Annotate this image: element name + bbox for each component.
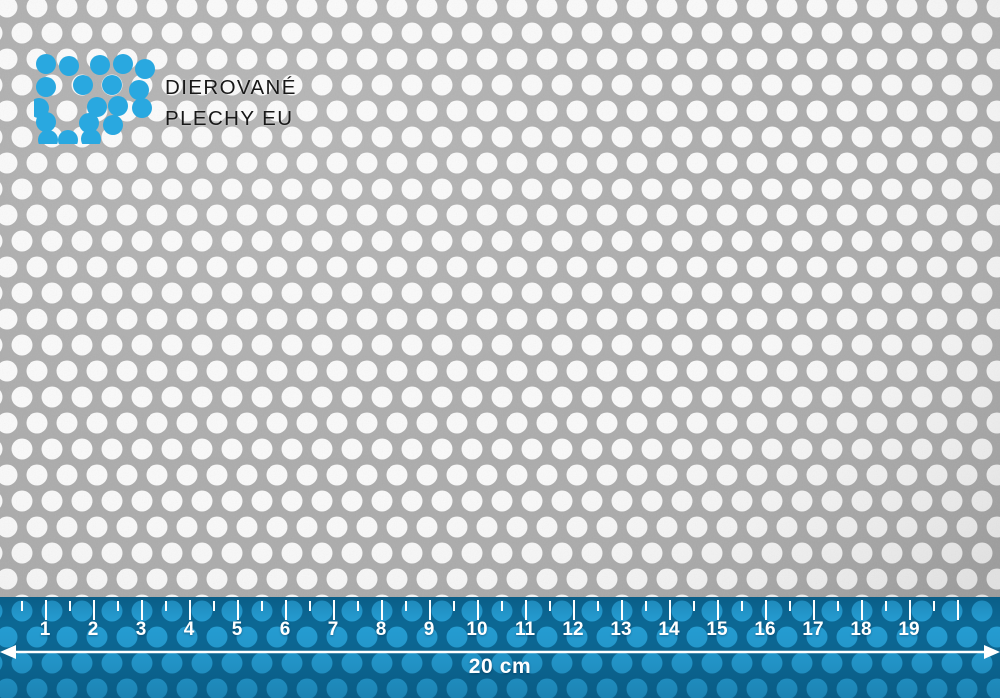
ruler-tick-minor bbox=[789, 601, 791, 611]
ruler-tick-major bbox=[525, 600, 527, 620]
ruler-cm-label: 5 bbox=[231, 619, 243, 640]
ruler-tick-major bbox=[813, 600, 815, 620]
ruler-tick-minor bbox=[213, 601, 215, 611]
ruler-tick-minor bbox=[549, 601, 551, 611]
total-length-label: 20 cm bbox=[468, 655, 532, 678]
ruler-tick-major bbox=[429, 600, 431, 620]
ruler-tick-minor bbox=[405, 601, 407, 611]
measure-arrow bbox=[0, 642, 1000, 662]
ruler-tick-major bbox=[621, 600, 623, 620]
ruler-tick-minor bbox=[117, 601, 119, 611]
ruler-tick-major bbox=[333, 600, 335, 620]
ruler-cm-label: 12 bbox=[562, 619, 584, 640]
ruler-cm-label: 3 bbox=[135, 619, 147, 640]
ruler-tick-major bbox=[669, 600, 671, 620]
ruler-cm-label: 17 bbox=[802, 619, 824, 640]
ruler-tick-minor bbox=[21, 601, 23, 611]
ruler-tick-minor bbox=[741, 601, 743, 611]
ruler-tick-major bbox=[477, 600, 479, 620]
ruler-tick-major bbox=[285, 600, 287, 620]
brand-logo: DIEROVANÉ PLECHY EU bbox=[34, 52, 334, 147]
dp-dot-logo-icon bbox=[34, 54, 155, 144]
ruler-tick-major bbox=[861, 600, 863, 620]
brand-name-line-2: PLECHY EU bbox=[165, 107, 294, 130]
ruler-tick-major bbox=[573, 600, 575, 620]
ruler-tick-minor bbox=[309, 601, 311, 611]
ruler-cm-label: 16 bbox=[754, 619, 776, 640]
ruler-tick-minor bbox=[693, 601, 695, 611]
ruler-tick-major bbox=[717, 600, 719, 620]
brand-name-line-1: DIEROVANÉ bbox=[165, 76, 297, 99]
ruler-cm-label: 7 bbox=[327, 619, 339, 640]
ruler-tick-major bbox=[237, 600, 239, 620]
ruler-perforation-pattern bbox=[0, 597, 1000, 698]
ruler-tick-minor bbox=[165, 601, 167, 611]
ruler-cm-label: 4 bbox=[183, 619, 195, 640]
ruler-tick-major bbox=[93, 600, 95, 620]
ruler-cm-label: 1 bbox=[39, 619, 51, 640]
ruler-tick-minor bbox=[261, 601, 263, 611]
ruler-cm-label: 10 bbox=[466, 619, 488, 640]
ruler-tick-minor bbox=[357, 601, 359, 611]
ruler-cm-label: 18 bbox=[850, 619, 872, 640]
ruler-cm-label: 9 bbox=[423, 619, 435, 640]
ruler-tick-minor bbox=[885, 601, 887, 611]
ruler-tick-minor bbox=[933, 601, 935, 611]
ruler-cm-label: 11 bbox=[514, 619, 536, 640]
ruler-cm-label: 19 bbox=[898, 619, 920, 640]
ruler-cm-label: 15 bbox=[706, 619, 728, 640]
double-arrow-icon bbox=[0, 645, 1000, 659]
ruler-tick-minor bbox=[597, 601, 599, 611]
ruler-tick-minor bbox=[453, 601, 455, 611]
brand-name: DIEROVANÉ PLECHY EU bbox=[165, 72, 345, 134]
ruler-tick-minor bbox=[69, 601, 71, 611]
ruler-tick-minor bbox=[645, 601, 647, 611]
ruler-cm-label: 8 bbox=[375, 619, 387, 640]
ruler-cm-label: 6 bbox=[279, 619, 291, 640]
ruler-tick-major bbox=[381, 600, 383, 620]
scale-ruler: 1 2 3 4 5 6 7 8 9 10 11 12 13 14 15 16 17 18 19 20 cm bbox=[0, 597, 1000, 698]
ruler-tick-minor bbox=[837, 601, 839, 611]
ruler-tick-major bbox=[909, 600, 911, 620]
ruler-tick-major bbox=[45, 600, 47, 620]
ruler-tick-major bbox=[141, 600, 143, 620]
ruler-tick-major bbox=[957, 600, 959, 620]
ruler-tick-major bbox=[765, 600, 767, 620]
ruler-cm-label: 2 bbox=[87, 619, 99, 640]
ruler-cm-label: 13 bbox=[610, 619, 632, 640]
ruler-cm-label: 14 bbox=[658, 619, 680, 640]
ruler-tick-major bbox=[189, 600, 191, 620]
ruler-tick-minor bbox=[501, 601, 503, 611]
